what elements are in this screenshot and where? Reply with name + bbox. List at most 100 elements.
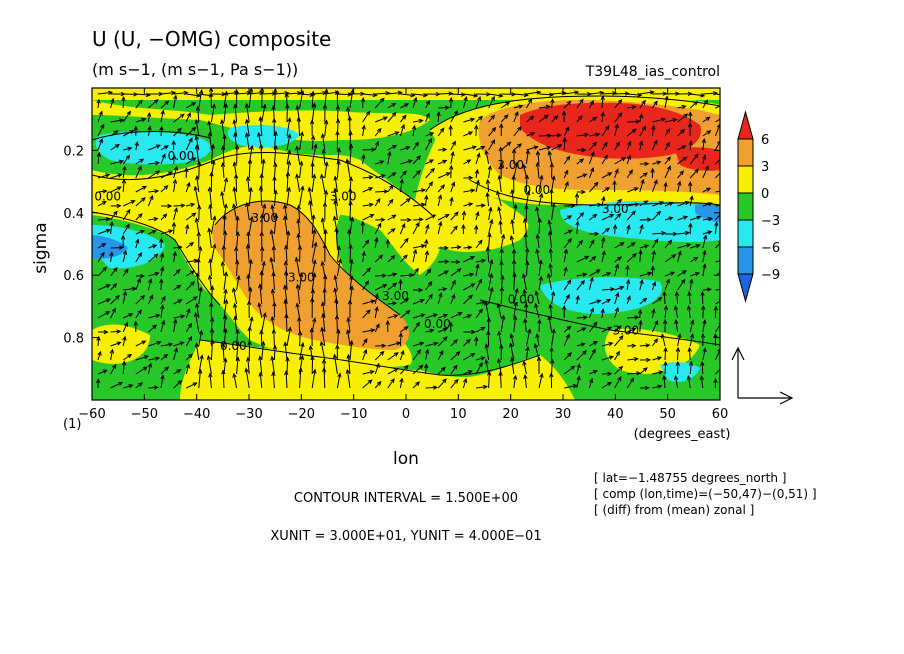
wind-vector [639, 91, 654, 95]
wind-vector-head [159, 237, 164, 243]
wind-vector [437, 184, 445, 193]
wind-vector-head [673, 305, 679, 311]
wind-vector-head [534, 302, 539, 308]
wind-vector [198, 205, 200, 221]
wind-vector [173, 92, 188, 95]
wind-vector [247, 357, 250, 375]
wind-vector-head [522, 288, 527, 294]
wind-vector [639, 172, 648, 179]
wind-vector-head [496, 302, 501, 308]
wind-vector [535, 291, 540, 305]
wind-vector [510, 333, 515, 347]
wind-vector-head [406, 217, 412, 223]
wind-vector [236, 260, 238, 277]
wind-vector-head [656, 356, 663, 361]
wind-vector-head [592, 321, 598, 327]
wind-vector-head [497, 174, 502, 180]
wind-vector [160, 213, 167, 221]
wind-vector [148, 386, 158, 389]
wind-vector [652, 211, 661, 221]
wind-vector [589, 322, 598, 333]
wind-vector-head [349, 285, 354, 291]
wind-vector [576, 295, 579, 305]
wind-vector-head [190, 281, 196, 286]
wind-vector-head [287, 117, 292, 123]
wind-vector-head [191, 157, 197, 162]
wind-vector-head [467, 245, 473, 250]
wind-vector [538, 193, 543, 207]
wind-vector [525, 191, 530, 207]
wind-vector-head [153, 253, 159, 259]
wind-vector [148, 244, 157, 249]
wind-vector [500, 147, 502, 165]
wind-vector [488, 93, 503, 97]
wind-vector-head [380, 217, 386, 222]
wind-vector [160, 343, 173, 347]
wind-vector-head [649, 90, 655, 95]
wind-vector-head [657, 384, 663, 389]
wind-vector [715, 105, 720, 109]
wind-vector [588, 167, 594, 179]
wind-vector-head [545, 104, 551, 110]
wind-vector [463, 283, 475, 291]
wind-vector [462, 97, 467, 109]
wind-vector-head [625, 264, 630, 270]
wind-vector-head [549, 188, 554, 194]
wind-vector-head [693, 256, 699, 262]
wind-vector [614, 213, 621, 221]
wind-vector-head [480, 326, 486, 331]
wind-vector-head [420, 188, 427, 193]
wind-vector-head [248, 286, 253, 292]
wind-vector [450, 246, 461, 249]
wind-vector [614, 141, 620, 151]
wind-vector [284, 342, 288, 361]
wind-vector [209, 132, 212, 151]
wind-vector [97, 284, 110, 291]
wind-vector [412, 342, 424, 347]
wind-vector-head [672, 117, 678, 123]
wind-vector-head [259, 172, 264, 178]
wind-vector-head [379, 97, 385, 103]
wind-vector [375, 160, 384, 165]
wind-vector-head [524, 247, 530, 253]
wind-vector [387, 185, 394, 193]
wind-vector [450, 152, 454, 165]
wind-vector [626, 265, 629, 277]
wind-vector-head [681, 145, 687, 150]
wind-vector [639, 126, 646, 137]
wind-vector [664, 182, 667, 193]
wind-vector-head [244, 132, 250, 138]
wind-vector [702, 320, 706, 333]
wind-vector [311, 103, 316, 123]
wind-vector-head [258, 143, 264, 149]
wind-vector-head [405, 145, 411, 151]
y-tick-label: 0.4 [63, 207, 84, 222]
wind-vector-head [444, 214, 450, 219]
wind-vector [639, 100, 646, 109]
wind-vector-head [337, 258, 343, 264]
wind-vector [500, 287, 503, 305]
wind-vector-head [688, 222, 693, 228]
wind-vector [185, 382, 197, 389]
wind-vector [525, 329, 531, 347]
x-axis: −60 −50 −40 −30 −20 −10 0 10 20 30 40 50 60 [78, 88, 728, 422]
wind-vector-head [96, 98, 101, 104]
wind-vector [362, 214, 374, 221]
wind-vector [197, 107, 200, 123]
wind-vector [588, 349, 596, 361]
wind-vector [412, 155, 421, 165]
wind-vector-head [448, 321, 454, 327]
reference-vector [731, 346, 794, 405]
wind-vector [296, 174, 301, 193]
wind-vector [576, 280, 585, 291]
wind-vector [160, 145, 169, 151]
wind-vector-head [155, 313, 161, 319]
wind-vector [286, 231, 289, 249]
wind-vector-head [382, 284, 388, 289]
wind-vector [110, 144, 120, 151]
wind-vector [160, 366, 169, 375]
colorbar-label: 6 [761, 133, 769, 148]
wind-vector-head [192, 382, 198, 387]
wind-vector-head [298, 272, 304, 278]
wind-vector-head [451, 140, 456, 146]
